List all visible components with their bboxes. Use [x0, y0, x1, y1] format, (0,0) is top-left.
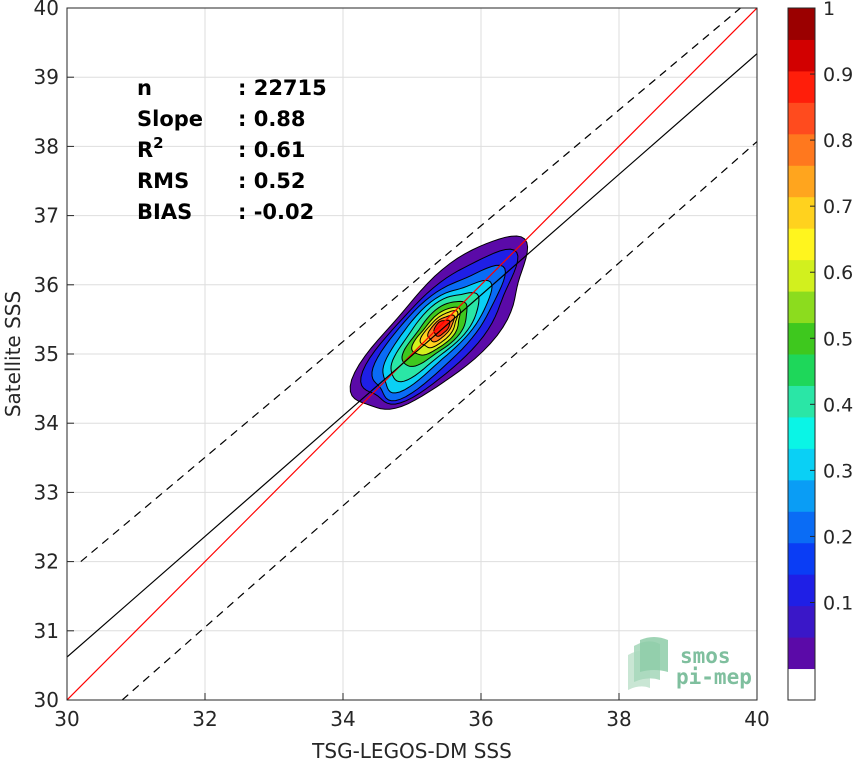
- y-tick-label: 37: [34, 204, 59, 228]
- stat-label-superscript: 2: [153, 134, 163, 152]
- x-tick-label: 38: [606, 707, 631, 731]
- x-tick-label: 32: [192, 707, 217, 731]
- stat-value: : 22715: [238, 76, 327, 100]
- colorbar-segment: [788, 291, 815, 324]
- stat-value: : 0.88: [238, 107, 306, 131]
- colorbar-segment: [788, 70, 815, 103]
- x-tick-label: 40: [744, 707, 769, 731]
- upper-bound-line: [80, 8, 742, 563]
- logo-mark-icon: [628, 637, 668, 690]
- x-tick-label: 34: [330, 707, 355, 731]
- colorbar-segment: [788, 668, 815, 701]
- logo-text-smos: smos: [680, 644, 731, 668]
- x-tick-label: 36: [468, 707, 493, 731]
- stat-value: : 0.52: [238, 169, 306, 193]
- colorbar-segment: [788, 479, 815, 512]
- y-axis-label: Satellite SSS: [1, 291, 25, 417]
- y-tick-labels: 30 31 32 33 34 35 36 37 38 39 40: [34, 0, 59, 712]
- colorbar-frame: [787, 7, 816, 701]
- identity-line: [67, 8, 757, 700]
- y-tick-label: 35: [34, 342, 59, 366]
- y-tick-label: 38: [34, 134, 59, 158]
- colorbar-tick-label: 0.8: [823, 130, 853, 152]
- stat-label: n: [137, 76, 152, 100]
- stat-value: : 0.61: [238, 138, 306, 162]
- smos-pi-mep-logo: smos pi-mep: [628, 637, 752, 690]
- colorbar: 0.1 0.2 0.3 0.4 0.5 0.6 0.7 0.8 0.9 1: [787, 0, 853, 701]
- colorbar-segment: [788, 165, 815, 198]
- y-tick-label: 34: [34, 411, 59, 435]
- y-tick-label: 30: [34, 688, 59, 712]
- colorbar-segment: [788, 39, 815, 72]
- colorbar-segment: [788, 542, 815, 575]
- colorbar-segment: [788, 259, 815, 292]
- y-tick-label: 40: [34, 0, 59, 20]
- colorbar-tick-label: 0.6: [823, 262, 853, 284]
- colorbar-tick-label: 0.5: [823, 328, 853, 350]
- stat-label: BIAS: [137, 200, 192, 224]
- colorbar-tick-label: 0.3: [823, 460, 853, 482]
- colorbar-segment: [788, 8, 815, 40]
- colorbar-segment: [788, 637, 815, 670]
- colorbar-segment: [788, 511, 815, 544]
- x-axis-label: TSG-LEGOS-DM SSS: [311, 739, 512, 763]
- colorbar-tick-label: 0.7: [823, 196, 853, 218]
- stat-label: RMS: [137, 169, 189, 193]
- reference-lines: [67, 8, 757, 700]
- y-tick-label: 32: [34, 550, 59, 574]
- regression-line: [67, 53, 757, 658]
- colorbar-tick-label: 0.9: [823, 64, 853, 86]
- colorbar-segment: [788, 574, 815, 607]
- x-tick-label: 30: [54, 707, 79, 731]
- y-tick-label: 33: [34, 480, 59, 504]
- colorbar-segment: [788, 228, 815, 261]
- colorbar-segment: [788, 133, 815, 166]
- logo-text-pi-mep: pi-mep: [676, 665, 752, 689]
- colorbar-tick-label: 1: [823, 0, 835, 20]
- stat-value: : -0.02: [238, 200, 314, 224]
- lower-bound-line: [121, 141, 757, 700]
- colorbar-segment: [788, 196, 815, 229]
- y-tick-label: 39: [34, 65, 59, 89]
- colorbar-tick-label: 0.2: [823, 526, 853, 548]
- y-tick-label: 31: [34, 619, 59, 643]
- colorbar-segment: [788, 354, 815, 386]
- colorbar-segment: [788, 448, 815, 481]
- colorbar-segment: [788, 385, 815, 418]
- y-tick-label: 36: [34, 273, 59, 297]
- colorbar-segment: [788, 605, 815, 638]
- x-tick-labels: 30 32 34 36 38 40: [54, 707, 769, 731]
- colorbar-tick-label: 0.1: [823, 592, 853, 614]
- stat-label: Slope: [137, 107, 203, 131]
- colorbar-segment: [788, 416, 815, 449]
- plot-frame: [66, 7, 758, 701]
- colorbar-segment: [788, 102, 815, 135]
- colorbar-tick-label: 0.4: [823, 394, 853, 416]
